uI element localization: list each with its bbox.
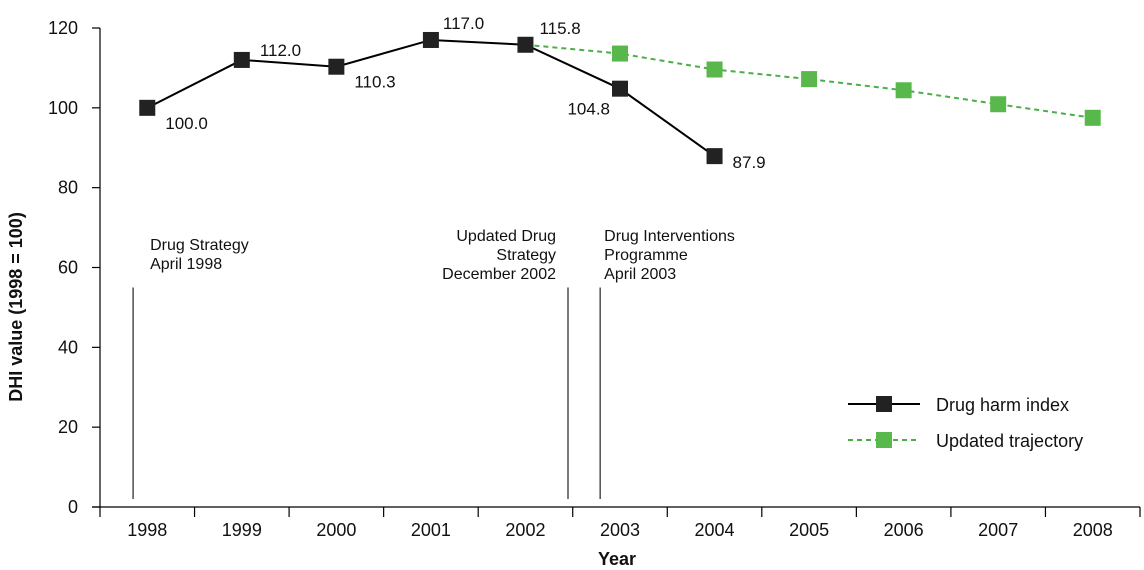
drug-harm-index-marker <box>612 80 628 97</box>
data-label: 100.0 <box>165 114 208 133</box>
y-tick-label: 0 <box>68 497 78 517</box>
data-label: 115.8 <box>539 19 580 38</box>
annotation-text: December 2002 <box>442 266 556 283</box>
y-tick-label: 60 <box>58 258 78 278</box>
x-tick-label: 1999 <box>222 520 262 540</box>
y-ticks: 0 20 40 60 80 100 120 <box>48 18 100 517</box>
x-tick-label: 2004 <box>695 520 735 540</box>
annotation-text: Drug Interventions <box>604 228 735 245</box>
updated-trajectory-marker <box>990 96 1007 113</box>
y-tick-label: 40 <box>58 337 78 357</box>
series-drug-harm-index: 100.0 112.0 110.3 117.0 115.8 104.8 87.9 <box>139 14 766 172</box>
y-tick-label: 20 <box>58 417 78 437</box>
updated-trajectory-marker <box>706 61 723 78</box>
updated-trajectory-marker <box>801 71 818 88</box>
updated-trajectory-marker <box>1084 109 1101 126</box>
drug-harm-index-marker <box>328 58 345 75</box>
annotation-text: April 1998 <box>150 256 222 273</box>
x-tick-label: 2002 <box>505 520 545 540</box>
annotation-text: April 2003 <box>604 266 676 283</box>
x-tick-label: 2001 <box>411 520 451 540</box>
y-tick-label: 100 <box>48 98 78 118</box>
x-tick-label: 2008 <box>1073 520 1113 540</box>
y-tick-label: 80 <box>58 178 78 198</box>
y-axis-title: DHI value (1998 = 100) <box>6 212 26 402</box>
x-ticks: 1998 1999 2000 2001 2002 2003 2004 2005 2006 2007… <box>127 507 1141 540</box>
drug-harm-index-marker <box>517 36 534 53</box>
x-tick-label: 2000 <box>316 520 356 540</box>
drug-harm-index-marker <box>422 31 439 48</box>
drug-harm-index-marker <box>233 51 250 68</box>
updated-trajectory-marker <box>612 45 628 62</box>
drug-harm-index-marker <box>139 99 156 116</box>
y-tick-label: 120 <box>48 18 78 38</box>
updated-trajectory-marker <box>895 82 912 99</box>
legend-label-updated-trajectory: Updated trajectory <box>936 431 1083 451</box>
legend-marker-drug-harm-index <box>876 396 892 412</box>
data-label: 110.3 <box>354 73 395 92</box>
data-label: 117.0 <box>443 14 484 33</box>
x-tick-label: 1998 <box>127 520 167 540</box>
axes <box>92 28 1140 517</box>
data-label: 104.8 <box>567 100 610 119</box>
annotation-text: Strategy <box>496 247 556 264</box>
series-updated-trajectory <box>525 43 1101 126</box>
legend-label-drug-harm-index: Drug harm index <box>936 395 1069 415</box>
x-tick-label: 2007 <box>978 520 1018 540</box>
data-label: 87.9 <box>733 153 766 172</box>
x-tick-label: 2003 <box>600 520 640 540</box>
annotation-text: Drug Strategy <box>150 237 249 254</box>
annotation-text: Updated Drug <box>456 228 556 245</box>
data-label: 112.0 <box>260 41 301 60</box>
legend: Drug harm index Updated trajectory <box>848 395 1083 451</box>
annotation-text: Programme <box>604 247 688 264</box>
legend-marker-updated-trajectory <box>876 432 892 448</box>
drug-harm-index-line <box>146 38 716 157</box>
annotations: Drug Strategy April 1998 Updated Drug Strat… <box>132 228 735 500</box>
series: 100.0 112.0 110.3 117.0 115.8 104.8 87.9 <box>139 14 1101 172</box>
x-tick-label: 2005 <box>789 520 829 540</box>
x-axis-title: Year <box>598 549 636 569</box>
x-tick-label: 2006 <box>884 520 924 540</box>
drug-harm-index-marker <box>706 148 723 165</box>
